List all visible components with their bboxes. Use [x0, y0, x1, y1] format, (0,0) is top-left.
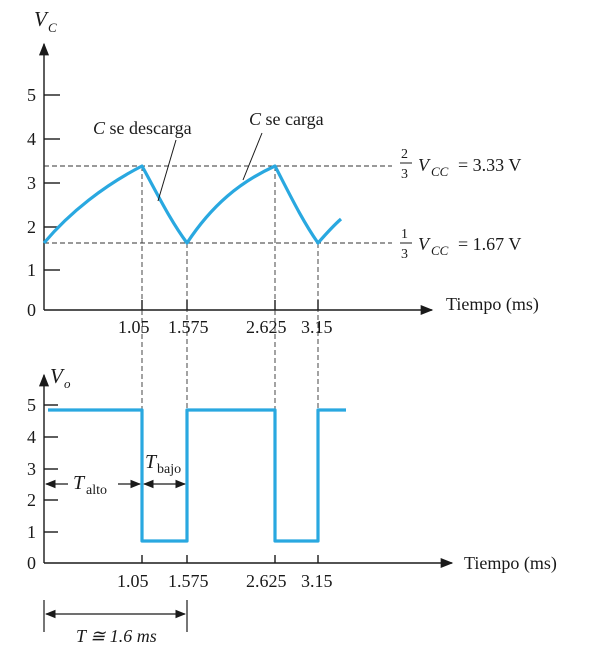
bottom-y-tick-label: 4 — [27, 427, 36, 447]
svg-text:3: 3 — [401, 247, 408, 262]
bottom-y-ticks: 5 4 3 2 1 0 — [27, 395, 58, 573]
capacitor-voltage-curve — [42, 164, 343, 245]
svg-text:1: 1 — [401, 227, 408, 242]
svg-text:3: 3 — [401, 167, 408, 182]
lower-threshold-label: 1 3 V CC = 1.67 V — [400, 227, 521, 262]
upper-threshold-label: 2 3 V CC = 3.33 V — [400, 147, 521, 182]
top-x-tick-label: 1.575 — [168, 317, 209, 337]
bottom-y-tick-label: 2 — [27, 490, 36, 510]
bottom-x-tick-label: 1.575 — [168, 571, 209, 591]
top-y-axis-label: V — [34, 7, 49, 31]
discharge-pointer — [157, 139, 177, 202]
bottom-y-tick-label: 3 — [27, 459, 36, 479]
svg-text:2: 2 — [401, 147, 408, 162]
top-x-tick-label: 1.05 — [118, 317, 150, 337]
bottom-x-ticks: 1.05 1.575 2.625 3.15 — [117, 555, 333, 591]
svg-text:T ≅ 1.6 ms: T ≅ 1.6 ms — [76, 626, 157, 646]
period-dimension: T ≅ 1.6 ms — [43, 600, 188, 646]
top-plot: V C 5 4 3 2 1 0 — [27, 7, 539, 410]
charge-pointer — [242, 132, 263, 181]
bottom-x-tick-label: 1.05 — [117, 571, 149, 591]
top-y-tick-label: 0 — [27, 300, 36, 320]
output-voltage-square-wave — [48, 408, 346, 543]
svg-text:CC: CC — [431, 164, 449, 179]
t-high-dimension: T alto — [44, 472, 142, 498]
top-x-ticks: 1.05 1.575 2.625 3.15 — [118, 300, 333, 337]
svg-text:alto: alto — [86, 483, 107, 498]
svg-text:= 1.67 V: = 1.67 V — [458, 234, 521, 254]
top-x-tick-label: 3.15 — [301, 317, 333, 337]
svg-text:T: T — [145, 451, 158, 473]
bottom-x-tick-label: 2.625 — [246, 571, 287, 591]
bottom-y-axis-label: V — [50, 364, 65, 388]
top-y-tick-label: 1 — [27, 260, 36, 280]
svg-text:CC: CC — [431, 243, 449, 258]
svg-text:bajo: bajo — [157, 462, 181, 477]
svg-text:V: V — [418, 234, 431, 254]
top-x-tick-label: 2.625 — [246, 317, 287, 337]
top-y-tick-label: 3 — [27, 173, 36, 193]
top-y-ticks: 5 4 3 2 1 0 — [27, 85, 60, 320]
discharge-annotation: C se descarga — [93, 118, 192, 138]
svg-text:= 3.33 V: = 3.33 V — [458, 155, 521, 175]
bottom-x-axis-label: Tiempo (ms) — [464, 553, 557, 574]
bottom-plot: V o 5 4 3 2 1 0 1.05 1.575 2.625 3. — [27, 364, 557, 646]
top-x-axis-label: Tiempo (ms) — [446, 294, 539, 315]
t-low-dimension: T bajo — [142, 451, 187, 489]
bottom-y-axis-label-sub: o — [64, 376, 71, 391]
svg-text:T: T — [73, 472, 86, 494]
bottom-y-tick-label: 0 — [27, 553, 36, 573]
bottom-x-tick-label: 3.15 — [301, 571, 333, 591]
svg-text:V: V — [418, 155, 431, 175]
top-y-axis-label-sub: C — [48, 20, 57, 35]
bottom-y-tick-label: 5 — [27, 395, 36, 415]
top-y-tick-label: 2 — [27, 217, 36, 237]
bottom-y-tick-label: 1 — [27, 522, 36, 542]
charge-annotation: C se carga — [249, 109, 324, 129]
top-y-tick-label: 4 — [27, 129, 36, 149]
top-y-tick-label: 5 — [27, 85, 36, 105]
